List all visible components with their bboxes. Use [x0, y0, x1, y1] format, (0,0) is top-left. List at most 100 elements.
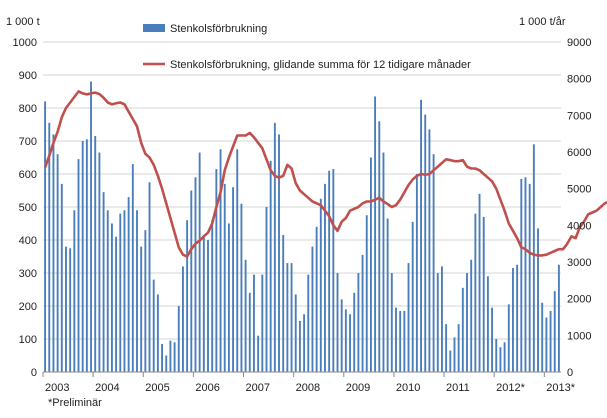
bar	[432, 154, 435, 372]
x-tick-label: 2009	[346, 382, 370, 394]
legend-line-label: Stenkolsförbrukning, glidande summa för …	[170, 59, 471, 71]
bar	[466, 273, 468, 372]
bar	[495, 339, 498, 372]
bar	[449, 350, 452, 372]
legend-bar-label: Stenkolsförbrukning	[170, 23, 267, 35]
bar	[248, 292, 251, 372]
bar	[457, 324, 460, 372]
x-tick-label: 2005	[145, 382, 169, 394]
y-right-tick-label: 9000	[567, 37, 591, 49]
y-right-tick-label: 6000	[567, 147, 591, 159]
y-left-tick-label: 400	[19, 235, 37, 247]
bar	[161, 343, 163, 372]
bar	[378, 121, 381, 372]
line-series	[43, 90, 607, 258]
left-axis-unit: 1 000 t	[6, 16, 40, 28]
bar	[336, 273, 339, 372]
y-right-tick-label: 1000	[567, 330, 591, 342]
bar	[290, 263, 293, 372]
bar	[269, 160, 272, 372]
bar	[428, 129, 431, 372]
bar	[81, 141, 84, 372]
bar	[165, 355, 168, 372]
bar	[482, 216, 485, 372]
bar	[524, 177, 527, 372]
bar	[73, 210, 76, 372]
bar	[215, 169, 218, 372]
bar	[520, 178, 523, 372]
bar	[211, 220, 214, 372]
bar	[328, 170, 331, 372]
y-left-tick-labels: 0 100 200 300 400 500 600 700 800 900 1000	[13, 37, 37, 379]
bar	[353, 292, 356, 372]
bar	[60, 183, 63, 372]
bar	[453, 337, 456, 372]
y-right-tick-label: 7000	[567, 110, 591, 122]
bar	[395, 307, 397, 372]
bar	[374, 96, 377, 372]
bar	[516, 264, 519, 372]
bar	[478, 193, 481, 372]
right-axis-unit: 1 000 t/år	[519, 16, 566, 28]
bar	[198, 152, 201, 372]
bar	[424, 114, 427, 372]
bar	[232, 187, 235, 372]
bar	[303, 314, 306, 372]
bar	[152, 279, 155, 372]
bar	[177, 306, 180, 372]
bar	[361, 254, 364, 372]
bar	[474, 213, 477, 372]
bar	[441, 266, 443, 372]
bar	[315, 226, 318, 372]
x-tick-label: 2006	[195, 382, 219, 394]
bar	[119, 213, 122, 372]
x-tick-labels: 2003 2004 2005 2006 2007 2008 2009 2010 2011 2012…	[45, 382, 576, 394]
bar	[182, 266, 184, 372]
bar	[399, 310, 402, 372]
y-left-tick-label: 200	[19, 301, 37, 313]
bar	[148, 182, 151, 372]
bar	[340, 299, 343, 372]
bar	[253, 274, 255, 372]
bar	[507, 304, 510, 372]
bar	[85, 139, 88, 372]
y-right-tick-label: 2000	[567, 294, 591, 306]
bar	[512, 268, 514, 372]
bar	[470, 259, 473, 372]
y-left-tick-label: 700	[19, 136, 37, 148]
x-tick-label: 2013*	[546, 382, 575, 394]
bar	[298, 320, 301, 372]
bar	[436, 273, 439, 372]
y-left-tick-label: 300	[19, 268, 37, 280]
bar	[56, 154, 59, 372]
y-left-tick-label: 100	[19, 334, 37, 346]
bar	[407, 263, 410, 372]
bar	[144, 230, 147, 372]
bar	[244, 259, 247, 372]
bar	[69, 248, 72, 372]
bar	[357, 273, 360, 372]
x-tick-marks	[42, 372, 545, 377]
bar	[123, 210, 126, 372]
bar	[44, 101, 47, 373]
bar	[48, 122, 51, 372]
bar	[541, 302, 544, 372]
bar	[227, 223, 230, 372]
x-tick-label: 2007	[246, 382, 270, 394]
bar	[98, 152, 101, 372]
bar	[52, 134, 55, 372]
bar	[415, 174, 418, 372]
x-tick-label: 2012*	[496, 382, 525, 394]
y-right-tick-label: 8000	[567, 74, 591, 86]
y-left-tick-label: 900	[19, 70, 37, 82]
bar	[390, 273, 393, 372]
bar	[282, 235, 285, 372]
bar	[115, 236, 118, 372]
bar	[549, 310, 552, 372]
bar	[278, 134, 280, 372]
bar	[349, 314, 351, 372]
bar	[261, 274, 264, 372]
y-right-tick-label: 0	[567, 367, 573, 379]
bar	[382, 152, 385, 372]
bar	[94, 136, 97, 372]
